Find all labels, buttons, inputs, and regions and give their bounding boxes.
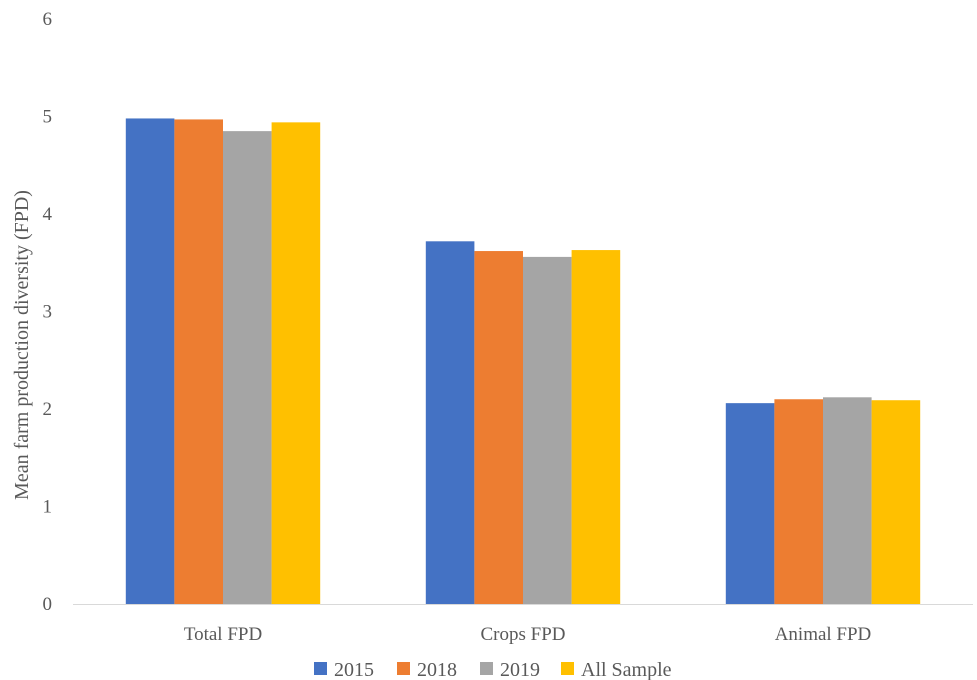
y-axis-label: Mean farm production diversity (FPD): [11, 190, 33, 500]
legend-label: All Sample: [581, 659, 672, 680]
legend-label: 2018: [417, 659, 457, 680]
y-tick-label: 2: [43, 399, 53, 420]
bar-2019-crops-fpd: [523, 256, 572, 604]
y-tick-label: 4: [43, 204, 53, 225]
bar-2015-crops-fpd: [425, 241, 475, 605]
bar-2018-total-fpd: [174, 119, 223, 605]
bar-2015-animal-fpd: [725, 403, 775, 604]
y-tick-label: 5: [43, 107, 53, 128]
legend-swatch: [561, 662, 574, 675]
legend-swatch: [397, 662, 410, 675]
bar-2019-animal-fpd: [823, 397, 872, 604]
bar-all-sample-total-fpd: [271, 122, 321, 604]
bar-2015-total-fpd: [125, 118, 175, 604]
y-tick-label: 3: [43, 302, 53, 323]
bar-all-sample-crops-fpd: [571, 250, 621, 604]
bar-2019-total-fpd: [223, 131, 272, 604]
x-tick-label: Animal FPD: [775, 624, 872, 645]
y-tick-label: 0: [43, 594, 53, 615]
legend-label: 2019: [500, 659, 540, 680]
y-tick-label: 1: [43, 497, 53, 518]
x-tick-label: Crops FPD: [481, 624, 566, 645]
y-axis-ticks: 0 1 2 3 4 5 6: [43, 9, 53, 615]
x-tick-label: Total FPD: [184, 624, 262, 645]
legend-swatch: [314, 662, 327, 675]
x-axis-ticks: Total FPD Crops FPD Animal FPD: [184, 624, 871, 645]
bar-all-sample-animal-fpd: [871, 400, 921, 604]
bar-2018-crops-fpd: [474, 251, 523, 605]
legend: 2015 2018 2019 All Sample: [314, 659, 672, 680]
y-tick-label: 6: [43, 9, 53, 30]
bars: [125, 118, 921, 605]
legend-swatch: [480, 662, 493, 675]
bar-2018-animal-fpd: [774, 399, 823, 604]
legend-label: 2015: [334, 659, 374, 680]
